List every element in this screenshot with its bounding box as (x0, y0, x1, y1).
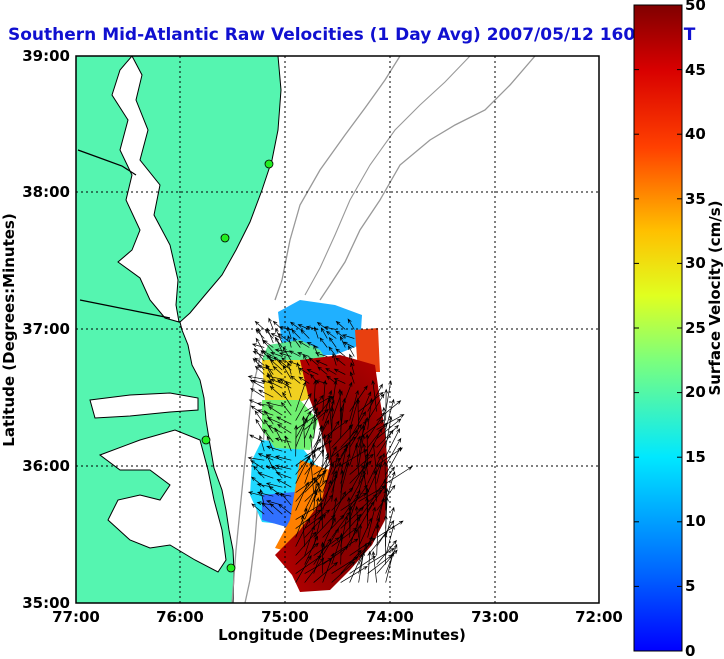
colorbar-tick-label: 15 (685, 448, 706, 466)
colorbar-tick-label: 45 (685, 61, 706, 79)
colorbar-tick-label: 50 (685, 0, 706, 14)
colorbar-tick-label: 30 (685, 254, 706, 272)
y-axis-label: Latitude (Degrees:Minutes) (0, 213, 18, 446)
y-tick-labels: 39:00 38:00 37:00 36:00 35:00 (22, 47, 70, 612)
colorbar-tick-label: 10 (685, 512, 706, 530)
x-tick-label: 73:00 (471, 608, 519, 626)
colorbar (634, 5, 682, 651)
colorbar-tick-label: 35 (685, 190, 706, 208)
x-tick-labels: 77:00 76:00 75:00 74:00 73:00 72:00 (52, 608, 623, 626)
colorbar-tick-labels: 50 45 40 35 30 25 20 15 10 5 0 (685, 0, 706, 659)
y-tick-label: 38:00 (22, 183, 70, 201)
x-axis-label: Longitude (Degrees:Minutes) (218, 626, 466, 644)
y-tick-label: 39:00 (22, 47, 70, 65)
colorbar-label: Surface Velocity (cm/s) (706, 200, 724, 395)
radar-station (227, 564, 235, 572)
colorbar-tick-label: 20 (685, 383, 706, 401)
x-tick-label: 76:00 (156, 608, 204, 626)
radar-station (202, 436, 210, 444)
colorbar-tick-label: 0 (685, 642, 695, 659)
colorbar-tick-label: 5 (685, 577, 695, 595)
colorbar-tick-label: 40 (685, 125, 706, 143)
y-tick-label: 35:00 (22, 594, 70, 612)
x-tick-label: 74:00 (366, 608, 414, 626)
chart-title: Southern Mid-Atlantic Raw Velocities (1 … (8, 25, 696, 45)
y-tick-label: 36:00 (22, 457, 70, 475)
y-tick-label: 37:00 (22, 320, 70, 338)
colorbar-tick-label: 25 (685, 319, 706, 337)
radar-station (221, 234, 229, 242)
radar-station (265, 160, 273, 168)
x-tick-label: 72:00 (575, 608, 623, 626)
x-tick-label: 75:00 (261, 608, 309, 626)
